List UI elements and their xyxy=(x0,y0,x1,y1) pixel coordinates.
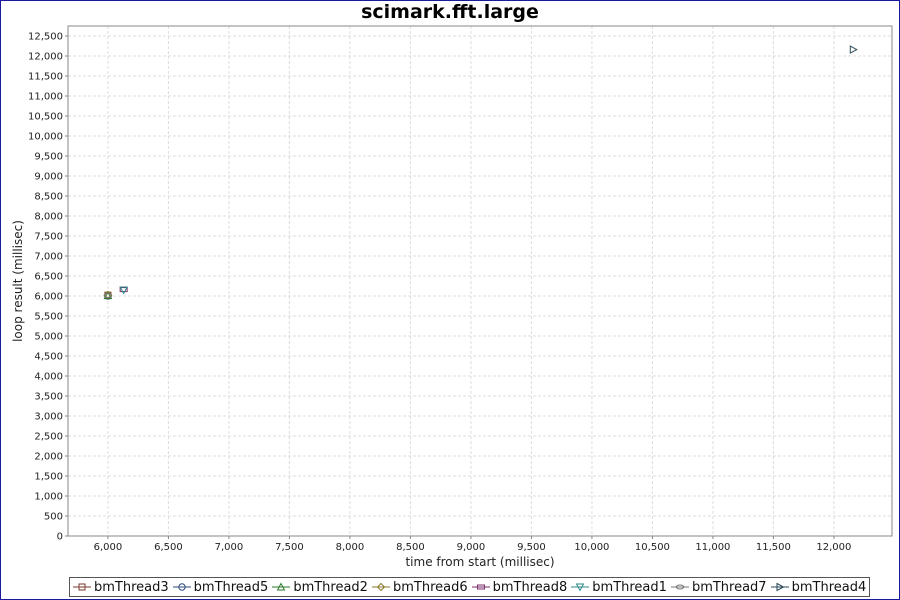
legend-marker-icon xyxy=(770,582,789,592)
y-tick-label: 5,500 xyxy=(34,312,63,323)
y-tick-label: 2,500 xyxy=(34,432,63,443)
x-tick-label: 6,000 xyxy=(94,542,123,553)
y-tick-label: 9,000 xyxy=(34,172,63,183)
y-tick-label: 3,500 xyxy=(34,392,63,403)
x-tick-label: 7,500 xyxy=(275,542,304,553)
legend-marker xyxy=(776,582,785,592)
y-axis-label: loop result (millisec) xyxy=(11,220,25,342)
y-tick-label: 10,000 xyxy=(28,132,63,143)
y-tick-label: 1,000 xyxy=(34,492,63,503)
x-tick-label: 8,500 xyxy=(396,542,425,553)
y-tick-label: 12,000 xyxy=(28,52,63,63)
legend-marker xyxy=(177,583,186,591)
y-tick-label: 4,000 xyxy=(34,372,63,383)
y-tick-label: 8,000 xyxy=(34,212,63,223)
legend-item: bmThread4 xyxy=(770,579,867,595)
y-tick-label: 11,500 xyxy=(28,72,63,83)
legend-item: bmThread3 xyxy=(73,580,169,595)
legend-label: bmThread4 xyxy=(791,579,867,595)
legend-marker-icon xyxy=(571,583,590,592)
chart-title: scimark.fft.large xyxy=(361,1,539,23)
y-tick-label: 500 xyxy=(44,512,63,523)
y-tick-label: 7,000 xyxy=(34,252,63,263)
x-tick-label: 8,000 xyxy=(336,542,365,553)
grid xyxy=(68,26,892,537)
y-tick-label: 8,500 xyxy=(34,192,63,203)
x-tick-label: 12,000 xyxy=(816,542,851,553)
legend-label: bmThread3 xyxy=(94,579,169,595)
legend-marker-icon xyxy=(73,583,91,591)
x-tick-label: 7,000 xyxy=(215,542,244,553)
legend-label: bmThread6 xyxy=(392,579,468,595)
legend-marker-icon xyxy=(471,584,490,590)
legend-label: bmThread5 xyxy=(193,579,269,595)
y-tick-label: 3,000 xyxy=(34,412,63,423)
legend-item: bmThread5 xyxy=(172,579,269,595)
legend-marker xyxy=(575,583,585,592)
y-tick-label: 1,500 xyxy=(34,472,63,483)
legend-label: bmThread8 xyxy=(492,579,568,595)
y-tick-label: 12,500 xyxy=(28,32,63,43)
x-tick-label: 6,500 xyxy=(154,542,183,553)
x-axis-label: time from start (millisec) xyxy=(405,555,554,569)
data-points xyxy=(103,45,858,300)
y-tick-label: 6,500 xyxy=(34,272,63,283)
data-point-bmThread4 xyxy=(849,45,858,54)
x-tick-label: 11,000 xyxy=(695,542,730,553)
legend-marker xyxy=(476,584,485,590)
legend-marker-icon xyxy=(371,582,390,592)
y-tick-label: 5,000 xyxy=(34,332,63,343)
legend-label: bmThread2 xyxy=(293,579,368,595)
x-tick-label: 9,500 xyxy=(517,542,546,553)
y-tick-label: 11,000 xyxy=(28,92,63,103)
plot-area xyxy=(68,26,892,536)
y-tick-label: 9,500 xyxy=(34,152,63,163)
legend-label: bmThread7 xyxy=(691,579,767,595)
legend-item: bmThread7 xyxy=(670,579,767,595)
data-point-bmThread7 xyxy=(103,293,113,299)
x-tick-label: 9,000 xyxy=(457,542,486,553)
x-tick-label: 10,000 xyxy=(574,542,609,553)
legend-marker-icon xyxy=(670,584,689,590)
legend-item: bmThread8 xyxy=(471,579,568,595)
y-tick-label: 4,500 xyxy=(34,352,63,363)
y-tick-label: 10,500 xyxy=(28,112,63,123)
legend-marker-icon xyxy=(172,583,191,591)
data-point-bmThread8 xyxy=(119,287,128,293)
legend-item: bmThread1 xyxy=(571,580,667,595)
legend-item: bmThread6 xyxy=(371,579,468,595)
y-tick-label: 0 xyxy=(57,532,63,543)
y-tick-label: 6,000 xyxy=(34,292,63,303)
x-tick-label: 11,500 xyxy=(756,542,791,553)
legend-marker-icon xyxy=(272,582,291,591)
legend-marker xyxy=(276,582,286,591)
y-tick-label: 7,500 xyxy=(34,232,63,243)
legend-marker xyxy=(675,584,685,590)
y-tick-label: 2,000 xyxy=(34,452,63,463)
plot-border xyxy=(67,25,893,537)
axes: 6,000 6,500 7,000 7,500 8,000 8,500 9,000 9,500… xyxy=(28,25,893,553)
legend-label: bmThread1 xyxy=(592,579,667,595)
legend-marker xyxy=(376,582,386,592)
legend-marker xyxy=(78,583,86,591)
x-tick-label: 10,500 xyxy=(635,542,670,553)
data-point-bmThread1 xyxy=(119,286,128,295)
legend-item: bmThread2 xyxy=(272,580,368,595)
legend: bmThread3 bmThread5 bmThread2 bmThread6 bmTh… xyxy=(69,577,871,597)
